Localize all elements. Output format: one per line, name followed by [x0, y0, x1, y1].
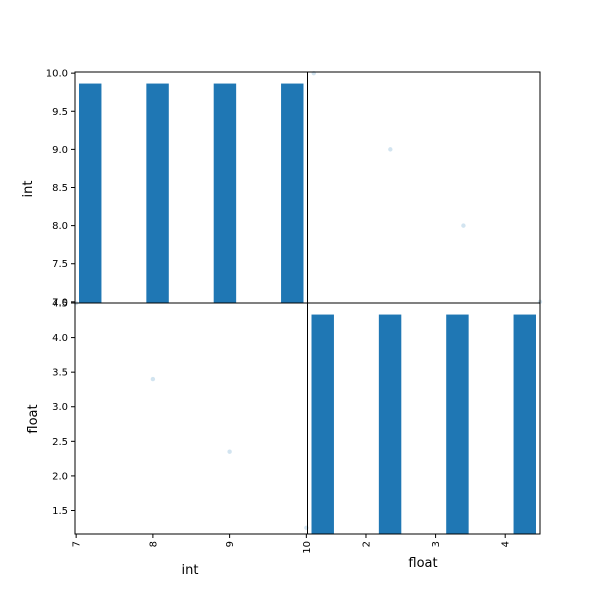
x-tick-label-int-0: 7 [72, 541, 83, 547]
panel-frame-0-1 [307, 71, 541, 304]
x-tick-label-float-2: 4 [501, 541, 512, 547]
scatter-point-float-int-2 [388, 147, 393, 152]
x-tick-label-float-0: 2 [361, 541, 372, 547]
y-axis-label-int: int [21, 181, 36, 198]
hist-bar-float-3 [378, 314, 402, 534]
y-tick-label-int-4: 9.0 [52, 145, 68, 156]
scatter-point-int-float-1 [150, 376, 156, 382]
y-tick-label-float-4: 3.5 [52, 368, 68, 379]
x-axis-label-float: float [408, 556, 437, 571]
hist-bar-int-3 [146, 83, 169, 303]
histogram-bars [79, 83, 536, 534]
x-tick-label-int-2: 9 [225, 541, 236, 547]
hist-bar-float-0 [311, 314, 334, 534]
x-axis-label-int: int [182, 563, 199, 578]
hist-bar-int-6 [213, 83, 237, 303]
panel-frames [74, 71, 541, 535]
y-axis-label-float: float [26, 404, 41, 433]
y-tick-label-int-5: 9.5 [52, 107, 68, 118]
x-tick-label-int-3: 10 [302, 541, 313, 554]
y-tick-label-int-3: 8.5 [52, 183, 68, 194]
y-tick-label-float-6: 4.5 [52, 299, 68, 310]
hist-bar-float-6 [446, 314, 469, 534]
hist-bar-float-9 [513, 314, 536, 534]
scatter-point-float-int-1 [461, 223, 466, 228]
x-tick-label-int-1: 8 [148, 541, 159, 547]
y-tick-label-float-1: 2.0 [52, 471, 68, 482]
y-tick-label-int-1: 7.5 [52, 259, 68, 270]
axis-ticks: 7.0 7.5 8.0 8.5 9.0 9.5 10.0 1.5 2.0 2.5 3.0 3.5 4.0… [46, 69, 512, 554]
panel-frame-0-0 [74, 71, 308, 304]
hist-bar-int-9 [281, 83, 304, 303]
panel-frame-1-0 [74, 302, 308, 535]
y-tick-label-float-2: 2.5 [52, 437, 68, 448]
panel-frame-1-1 [307, 302, 541, 535]
scatter-point-int-float-2 [227, 449, 232, 454]
y-tick-label-float-0: 1.5 [52, 506, 68, 517]
y-tick-label-float-5: 4.0 [52, 333, 68, 344]
scatter-points [73, 70, 543, 530]
y-tick-label-int-2: 8.0 [52, 221, 68, 232]
hist-bar-int-0 [79, 83, 102, 303]
y-tick-label-int-0: 7.0 [52, 297, 68, 308]
x-tick-label-float-1: 3 [431, 541, 442, 547]
y-tick-label-int-6: 10.0 [46, 69, 68, 80]
y-tick-label-float-3: 3.0 [52, 402, 68, 413]
